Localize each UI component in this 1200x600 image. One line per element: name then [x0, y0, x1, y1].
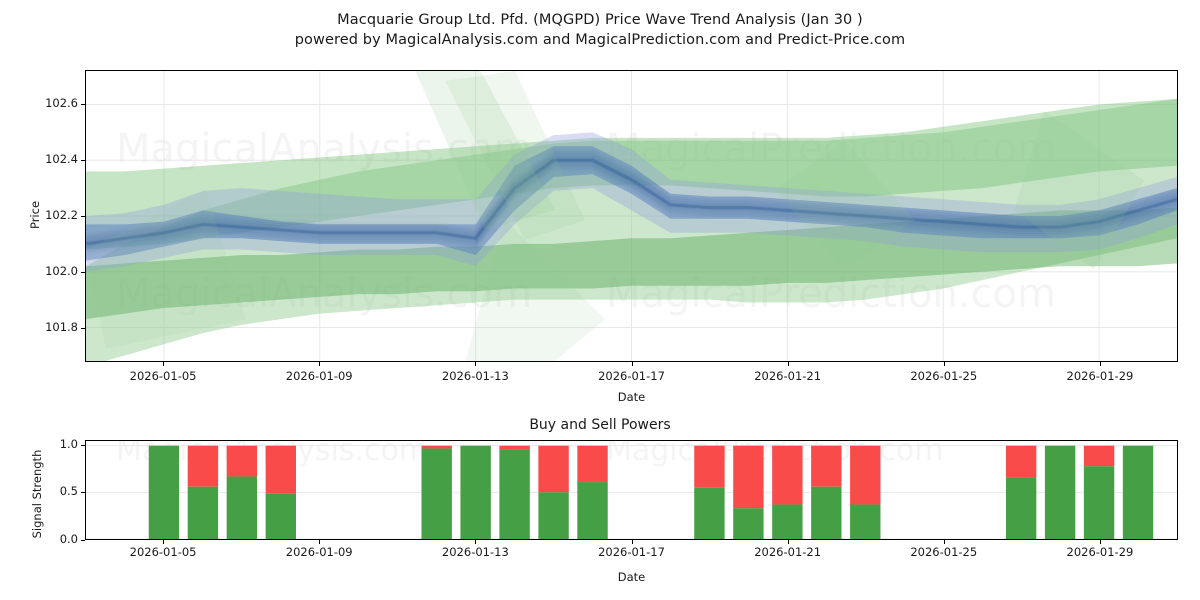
buy-power-bar [811, 486, 842, 539]
buy-power-bar [148, 445, 180, 539]
buy-power-bar [1122, 445, 1154, 539]
date-tick-mark-main [1099, 362, 1101, 366]
sell-power-bar [1005, 445, 1037, 478]
date-tick-mark-main [475, 362, 477, 366]
sell-power-bar [772, 445, 803, 505]
date-tick-label-signal: 2026-01-21 [754, 545, 822, 559]
signal-plot-title: Buy and Sell Powers [529, 417, 671, 433]
buy-sell-canvas [86, 445, 1177, 539]
date-tick-label-main: 2026-01-05 [129, 369, 197, 383]
price-wave-plot: MagicalAnalysis.com MagicalPrediction.co… [85, 70, 1178, 362]
date-tick-label-signal: 2026-01-17 [598, 545, 665, 559]
price-tick-label: 102.0 [45, 264, 78, 279]
sell-power-bar [187, 445, 219, 487]
buy-power-bar [421, 448, 452, 539]
sell-power-bar [733, 445, 764, 509]
sell-power-bar [499, 445, 530, 450]
title-line-2: powered by MagicalAnalysis.com and Magic… [294, 32, 906, 48]
buy-power-bar [577, 482, 608, 539]
sell-power-bar [265, 445, 297, 494]
date-tick-label-main: 2026-01-13 [441, 369, 509, 383]
signal-tick-label: 0.5 [59, 484, 78, 499]
date-tick-label-signal: 2026-01-29 [1066, 545, 1134, 559]
date-axis-title-main: Date [617, 390, 646, 404]
price-tick-mark [81, 103, 85, 105]
sell-power-bar [811, 445, 842, 487]
sell-power-bar [1083, 445, 1115, 467]
price-tick-label: 102.4 [45, 151, 78, 166]
buy-power-bar [1083, 466, 1115, 539]
price-tick-mark [81, 216, 85, 217]
date-tick-mark-signal [1099, 540, 1101, 544]
date-tick-mark-signal [631, 540, 633, 544]
date-tick-label-signal: 2026-01-25 [910, 545, 978, 559]
price-wave-canvas [86, 71, 1177, 361]
date-tick-label-main: 2026-01-29 [1066, 369, 1134, 383]
date-tick-mark-main [163, 362, 165, 366]
date-tick-mark-signal [787, 540, 789, 544]
signal-tick-mark [81, 444, 85, 446]
date-tick-mark-main [787, 362, 789, 366]
sell-power-bar [694, 445, 725, 488]
buy-power-bar [499, 449, 530, 539]
buy-power-bar [226, 476, 258, 539]
buy-power-bar [772, 504, 803, 539]
price-axis-title: Price [28, 200, 42, 230]
date-axis-title-signal: Date [617, 570, 646, 584]
buy-power-bar [265, 493, 297, 539]
date-tick-mark-main [943, 362, 945, 366]
buy-power-bar [733, 508, 764, 539]
date-tick-label-main: 2026-01-21 [754, 369, 822, 383]
date-tick-label-main: 2026-01-09 [285, 369, 353, 383]
date-tick-label-signal: 2026-01-13 [441, 545, 509, 559]
buy-power-bar [1005, 477, 1037, 539]
sell-power-bar [226, 445, 258, 477]
date-tick-label-signal: 2026-01-09 [285, 545, 353, 559]
buy-power-bar [538, 492, 569, 539]
date-tick-mark-signal [163, 540, 165, 544]
price-tick-label: 102.6 [45, 95, 78, 110]
price-tick-mark [81, 272, 85, 274]
date-tick-label-signal: 2026-01-05 [129, 545, 197, 559]
sell-power-bar [538, 445, 569, 493]
price-tick-mark [81, 159, 85, 161]
price-tick-label: 101.8 [45, 320, 78, 335]
date-tick-mark-main [319, 362, 321, 366]
signal-tick-mark [81, 492, 85, 494]
signal-tick-label: 0.0 [59, 532, 78, 546]
buy-power-bar [1044, 445, 1076, 539]
buy-power-bar [460, 445, 491, 539]
buy-power-bar [694, 487, 725, 539]
signal-axis-title: Signal Strength [30, 449, 44, 539]
signal-tick-mark [81, 540, 85, 541]
page-title: Macquarie Group Ltd. Pfd. (MQGPD) Price … [0, 10, 1200, 50]
date-tick-mark-main [631, 362, 633, 366]
sell-power-bar [421, 445, 452, 449]
price-tick-mark [81, 328, 85, 330]
date-tick-mark-signal [943, 540, 945, 544]
sell-power-bar [850, 445, 881, 505]
date-tick-label-main: 2026-01-17 [598, 369, 665, 383]
price-tick-label: 102.2 [45, 208, 78, 222]
date-tick-label-main: 2026-01-25 [910, 369, 978, 383]
buy-power-bar [850, 504, 881, 539]
signal-tick-label: 1.0 [59, 436, 78, 451]
buy-power-bar [187, 486, 219, 539]
sell-power-bar [577, 445, 608, 483]
date-tick-mark-signal [319, 540, 321, 544]
date-tick-mark-signal [475, 540, 477, 544]
buy-sell-powers-plot: MagicalAnalysis.com MagicalPrediction.co… [85, 440, 1178, 540]
title-line-1: Macquarie Group Ltd. Pfd. (MQGPD) Price … [337, 12, 863, 28]
